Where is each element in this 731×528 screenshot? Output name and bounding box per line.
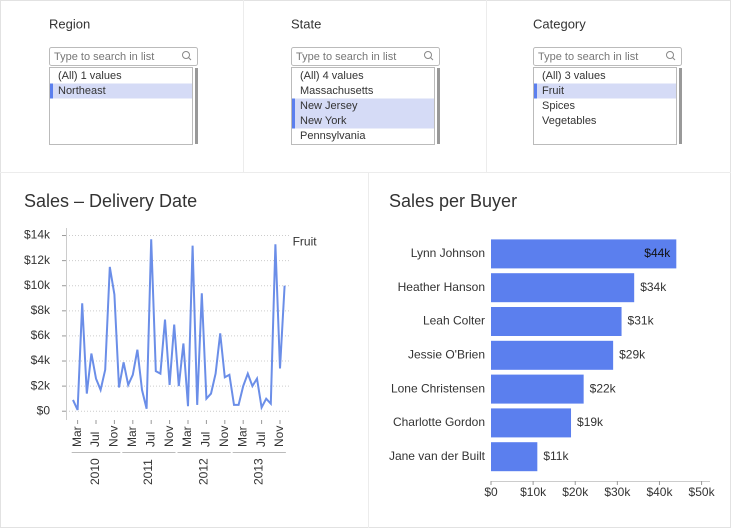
bar [491,442,537,471]
category-label: Heather Hanson [398,280,485,294]
category-label: Jessie O'Brien [408,347,485,361]
bar [491,341,613,370]
scrollbar-thumb [679,68,682,144]
x-tick-label: $0 [484,485,498,499]
x-tick-label: Nov [217,426,231,447]
list-item[interactable]: Northeast [58,85,106,97]
list-item[interactable]: Pennsylvania [300,130,366,142]
value-label: $22k [590,381,617,395]
x-tick-label: Mar [180,426,194,447]
y-tick-label: $6k [31,328,51,342]
x-tick-label: Nov [272,426,286,447]
y-tick-label: $4k [31,353,51,367]
list-item[interactable]: (All) 3 values [542,70,606,82]
list-item[interactable]: New York [300,115,347,127]
selected-marker [534,84,537,99]
chart-title: Sales – Delivery Date [24,191,197,211]
y-tick-label: $8k [31,303,51,317]
value-label: $34k [640,280,667,294]
scrollbar-thumb [437,68,440,144]
y-tick-label: $14k [24,228,51,242]
x-tick-label: Jul [254,432,268,447]
bar [491,408,571,437]
x-tick-label: Nov [107,426,121,447]
scrollbar-thumb [195,68,198,144]
list-item[interactable]: Spices [542,100,576,112]
x-tick-label: Nov [162,426,176,447]
search-placeholder: Type to search in list [538,51,638,63]
category-label: Jane van der Built [389,449,486,463]
x-group-label: 2013 [251,458,265,485]
list-item[interactable]: (All) 1 values [58,70,122,82]
y-tick-label: $2k [31,378,51,392]
bar [491,273,634,302]
list-item[interactable]: New Jersey [300,100,358,112]
x-tick-label: Mar [125,426,139,447]
category-label: Leah Colter [423,314,485,328]
x-tick-label: Mar [70,426,84,447]
chart-title: Sales per Buyer [389,191,517,211]
value-label: $44k [644,246,671,260]
value-label: $29k [619,347,646,361]
x-tick-label: $30k [604,485,631,499]
category-label: Lynn Johnson [411,246,485,260]
list-item[interactable]: (All) 4 values [300,70,364,82]
search-placeholder: Type to search in list [296,51,396,63]
series-label: Fruit [293,234,318,248]
x-tick-label: Mar [235,426,249,447]
x-tick-label: Jul [199,432,213,447]
filter-title: State [291,16,321,31]
value-label: $19k [577,415,604,429]
filter-title: Category [533,16,586,31]
value-label: $11k [543,449,569,463]
x-tick-label: Jul [88,432,102,447]
y-tick-label: $12k [24,253,51,267]
selected-marker [292,99,295,114]
y-tick-label: $10k [24,278,51,292]
category-label: Lone Christensen [391,381,485,395]
selected-marker [50,84,53,99]
y-tick-label: $0 [37,403,51,417]
filter-title: Region [49,16,90,31]
list-item[interactable]: Massachusetts [300,85,374,97]
category-label: Charlotte Gordon [393,415,485,429]
x-group-label: 2010 [88,458,102,485]
value-label: $31k [628,314,655,328]
bar [491,375,584,404]
x-group-label: 2011 [141,459,155,485]
x-tick-label: $20k [562,485,589,499]
x-group-label: 2012 [196,458,210,485]
x-tick-label: $10k [520,485,547,499]
list-item[interactable]: Fruit [542,85,564,97]
x-tick-label: Jul [143,432,157,447]
bar [491,307,622,336]
x-tick-label: $50k [689,485,716,499]
search-placeholder: Type to search in list [54,51,154,63]
list-item[interactable]: Vegetables [542,115,597,127]
x-tick-label: $40k [646,485,673,499]
selected-marker [292,114,295,129]
